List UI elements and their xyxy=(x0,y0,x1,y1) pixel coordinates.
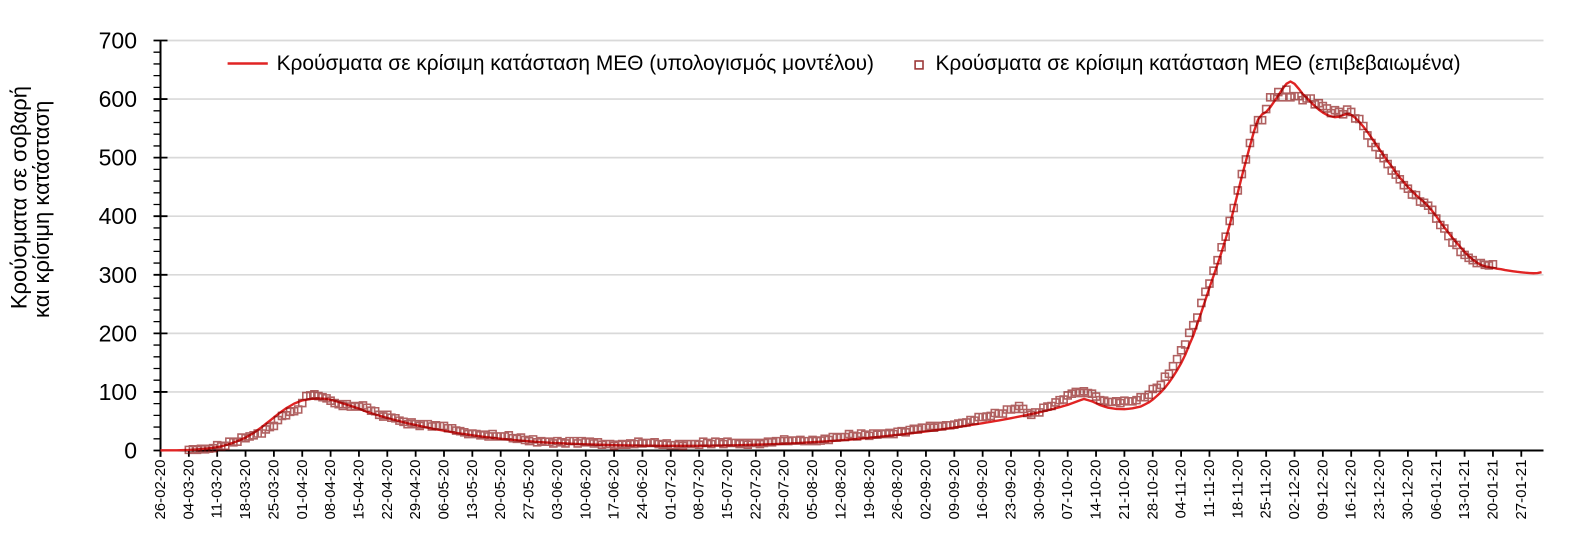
svg-text:09-12-20: 09-12-20 xyxy=(1314,460,1331,520)
svg-text:05-08-20: 05-08-20 xyxy=(804,460,821,520)
svg-text:26-02-20: 26-02-20 xyxy=(152,460,169,520)
svg-text:20-01-21: 20-01-21 xyxy=(1484,460,1501,520)
svg-text:15-07-20: 15-07-20 xyxy=(719,460,736,520)
svg-text:20-05-20: 20-05-20 xyxy=(492,460,509,520)
svg-text:10-06-20: 10-06-20 xyxy=(577,460,594,520)
svg-text:13-01-21: 13-01-21 xyxy=(1456,460,1473,520)
svg-text:09-09-20: 09-09-20 xyxy=(946,460,963,520)
svg-text:27-05-20: 27-05-20 xyxy=(521,460,538,520)
svg-text:600: 600 xyxy=(99,86,137,112)
svg-text:12-08-20: 12-08-20 xyxy=(832,460,849,520)
svg-text:19-08-20: 19-08-20 xyxy=(861,460,878,520)
svg-text:11-11-20: 11-11-20 xyxy=(1201,460,1218,518)
svg-text:11-03-20: 11-03-20 xyxy=(209,460,226,519)
svg-text:08-07-20: 08-07-20 xyxy=(691,460,708,520)
svg-text:02-09-20: 02-09-20 xyxy=(917,460,934,520)
svg-text:23-12-20: 23-12-20 xyxy=(1371,460,1388,520)
svg-text:04-11-20: 04-11-20 xyxy=(1173,460,1190,519)
svg-text:22-04-20: 22-04-20 xyxy=(379,460,396,520)
svg-text:Κρούσματα σε κρίσιμη κατάσταση: Κρούσματα σε κρίσιμη κατάσταση ΜΕΘ (επιβ… xyxy=(936,52,1461,75)
svg-text:21-10-20: 21-10-20 xyxy=(1116,460,1133,520)
svg-text:0: 0 xyxy=(124,438,137,464)
svg-text:29-07-20: 29-07-20 xyxy=(776,460,793,520)
svg-text:16-09-20: 16-09-20 xyxy=(974,460,991,520)
svg-text:02-12-20: 02-12-20 xyxy=(1286,460,1303,520)
svg-text:700: 700 xyxy=(99,28,137,54)
svg-text:06-01-21: 06-01-21 xyxy=(1428,460,1445,520)
svg-text:18-11-20: 18-11-20 xyxy=(1229,460,1246,519)
svg-text:200: 200 xyxy=(99,320,137,346)
svg-text:30-12-20: 30-12-20 xyxy=(1399,460,1416,520)
svg-text:07-10-20: 07-10-20 xyxy=(1059,460,1076,520)
svg-text:400: 400 xyxy=(99,203,137,229)
svg-text:06-05-20: 06-05-20 xyxy=(436,460,453,520)
svg-text:16-12-20: 16-12-20 xyxy=(1343,460,1360,520)
svg-text:30-09-20: 30-09-20 xyxy=(1031,460,1048,520)
svg-text:14-10-20: 14-10-20 xyxy=(1088,460,1105,520)
svg-text:Κρούσματα σε σοβαρή: Κρούσματα σε σοβαρή xyxy=(7,86,32,309)
svg-text:01-04-20: 01-04-20 xyxy=(294,460,311,520)
svg-text:100: 100 xyxy=(99,379,137,405)
svg-text:08-04-20: 08-04-20 xyxy=(322,460,339,520)
svg-text:18-03-20: 18-03-20 xyxy=(237,460,254,520)
svg-text:22-07-20: 22-07-20 xyxy=(747,460,764,520)
svg-text:25-11-20: 25-11-20 xyxy=(1258,460,1275,519)
svg-text:29-04-20: 29-04-20 xyxy=(407,460,424,520)
svg-text:23-09-20: 23-09-20 xyxy=(1003,460,1020,520)
svg-text:27-01-21: 27-01-21 xyxy=(1513,460,1530,520)
svg-text:24-06-20: 24-06-20 xyxy=(634,460,651,520)
svg-text:04-03-20: 04-03-20 xyxy=(180,460,197,520)
svg-text:Κρούσματα σε κρίσιμη κατάσταση: Κρούσματα σε κρίσιμη κατάσταση ΜΕΘ (υπολ… xyxy=(277,52,874,75)
svg-text:15-04-20: 15-04-20 xyxy=(350,460,367,520)
svg-text:και κρίσιμη κατάσταση: και κρίσιμη κατάσταση xyxy=(29,101,54,318)
svg-text:26-08-20: 26-08-20 xyxy=(889,460,906,520)
svg-text:500: 500 xyxy=(99,145,137,171)
svg-text:300: 300 xyxy=(99,262,137,288)
svg-text:17-06-20: 17-06-20 xyxy=(606,460,623,520)
svg-text:25-03-20: 25-03-20 xyxy=(265,460,282,520)
svg-text:01-07-20: 01-07-20 xyxy=(662,460,679,520)
svg-text:03-06-20: 03-06-20 xyxy=(549,460,566,520)
svg-text:28-10-20: 28-10-20 xyxy=(1144,460,1161,520)
svg-text:13-05-20: 13-05-20 xyxy=(464,460,481,520)
